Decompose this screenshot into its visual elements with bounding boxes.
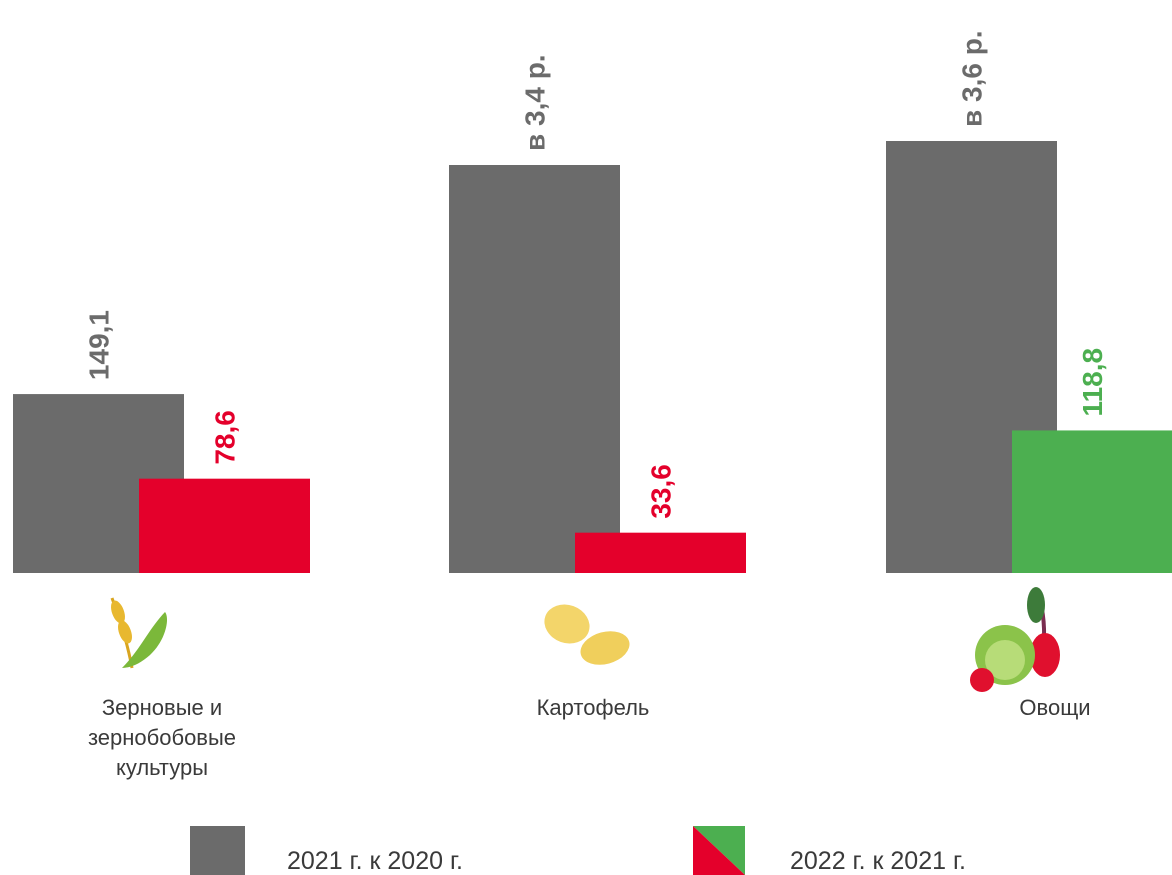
bar [139, 479, 310, 573]
category-line: Зерновые и [102, 695, 222, 720]
category-line: Овощи [1019, 695, 1090, 720]
icon-wheat [115, 619, 134, 646]
chart: 149,1 в 3,4 р. в 3,6 р. 78,6 33,6 118,8 Зернов… [0, 0, 1172, 875]
category-line: Картофель [537, 695, 650, 720]
value-label: 78,6 [210, 410, 241, 465]
legend-label: 2021 г. к 2020 г. [287, 847, 463, 875]
category-label: Картофель [537, 695, 650, 720]
category-label: Овощи [1019, 695, 1090, 720]
value-label: 33,6 [646, 464, 677, 519]
value-label: в 3,4 р. [520, 54, 551, 151]
legend-swatch [190, 826, 245, 875]
icon-tomato [970, 668, 994, 692]
bar [1012, 430, 1172, 573]
icon-beet-leaf [1027, 587, 1045, 623]
category-line: зернобобовые [88, 725, 236, 750]
icons [108, 587, 1060, 692]
category-line: культуры [116, 755, 208, 780]
value-label: 149,1 [84, 310, 115, 380]
value-label: в 3,6 р. [957, 30, 988, 127]
bar [449, 165, 620, 573]
page: {"chart_data": {"type": "bar", "categori… [0, 0, 1172, 875]
legend-label: 2022 г. к 2021 г. [790, 847, 966, 875]
value-label: 118,8 [1077, 348, 1108, 417]
icon-wheat [108, 599, 127, 626]
bar [575, 533, 746, 573]
category-label: Зерновые и зернобобовые культуры [88, 695, 236, 780]
